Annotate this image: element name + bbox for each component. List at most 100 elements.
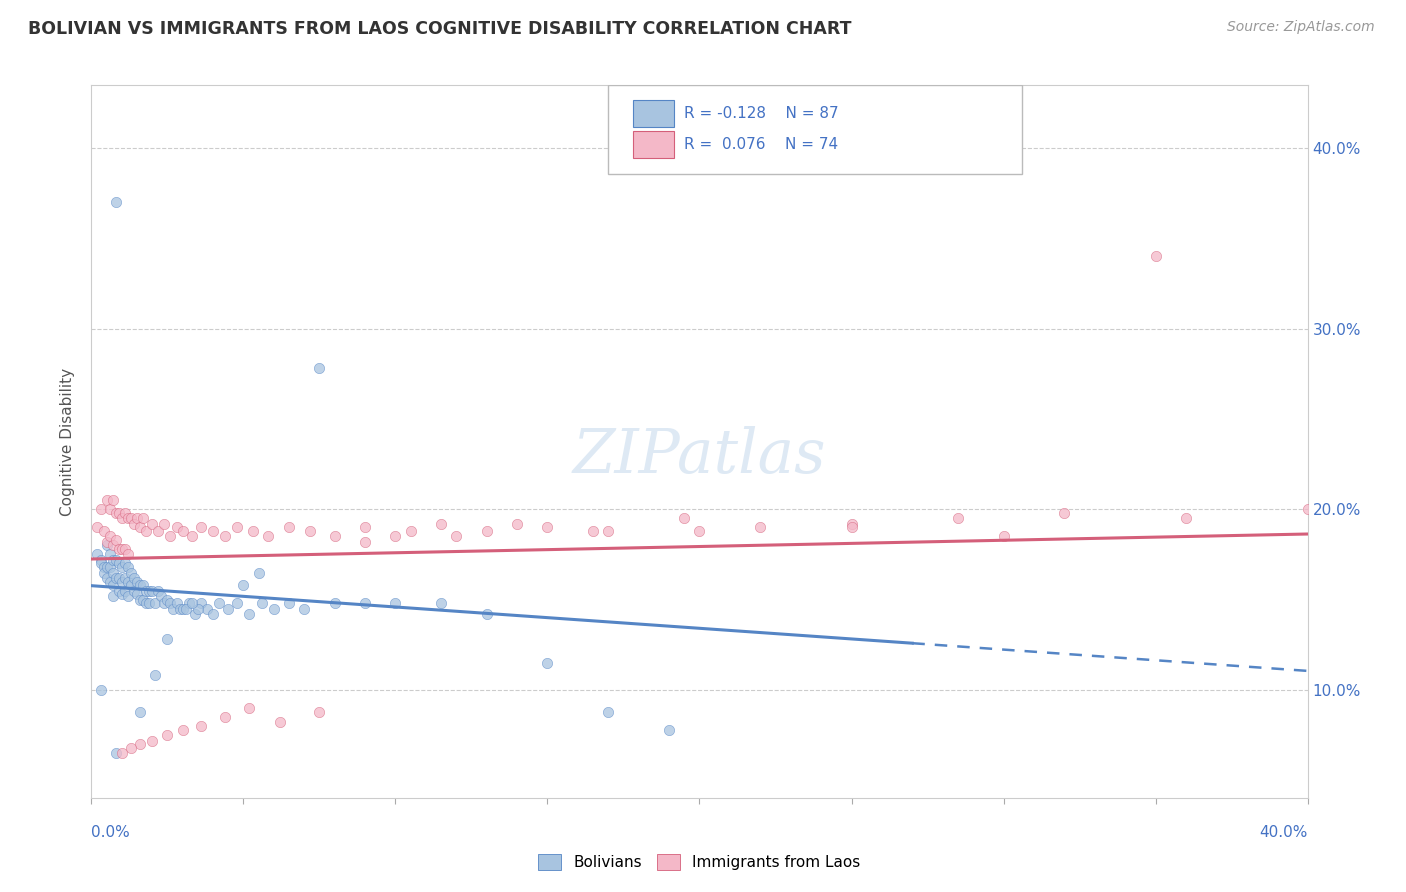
Y-axis label: Cognitive Disability: Cognitive Disability: [60, 368, 76, 516]
Point: [98, 548, 121, 562]
Point: [111, 560, 134, 574]
Point: [111, 511, 134, 525]
Point: [104, 571, 127, 585]
Point: [430, 596, 453, 610]
Legend: Bolivians, Immigrants from Laos: Bolivians, Immigrants from Laos: [531, 848, 868, 876]
Point: [177, 596, 200, 610]
Point: [673, 511, 696, 525]
Point: [180, 529, 202, 543]
Point: [153, 596, 176, 610]
Point: [120, 740, 142, 755]
Text: 0.0%: 0.0%: [91, 825, 131, 839]
Point: [354, 534, 377, 549]
Point: [148, 583, 170, 598]
Point: [129, 592, 152, 607]
Point: [122, 583, 145, 598]
Point: [89, 502, 111, 516]
Point: [384, 529, 406, 543]
Point: [354, 596, 377, 610]
Point: [217, 601, 239, 615]
Point: [114, 571, 136, 585]
Point: [308, 705, 330, 719]
Point: [122, 571, 145, 585]
Point: [172, 524, 194, 538]
Point: [141, 733, 163, 747]
Point: [841, 520, 863, 534]
Point: [159, 596, 181, 610]
Point: [226, 596, 249, 610]
Point: [98, 529, 121, 543]
Point: [749, 520, 772, 534]
Point: [172, 601, 194, 615]
Point: [143, 668, 166, 682]
Point: [132, 592, 155, 607]
Point: [98, 502, 121, 516]
Point: [475, 607, 498, 621]
Point: [101, 538, 124, 552]
Point: [536, 656, 558, 670]
Point: [129, 578, 152, 592]
Point: [132, 578, 155, 592]
Point: [190, 520, 212, 534]
Point: [122, 516, 145, 531]
Point: [247, 566, 270, 580]
Point: [120, 578, 142, 592]
Point: [104, 553, 127, 567]
Point: [250, 596, 273, 610]
Point: [150, 589, 173, 603]
Text: R =  0.076    N = 74: R = 0.076 N = 74: [683, 137, 838, 153]
Point: [598, 705, 620, 719]
Point: [141, 516, 163, 531]
Point: [120, 511, 142, 525]
Point: [1174, 511, 1197, 525]
Point: [104, 533, 127, 547]
Point: [111, 746, 134, 760]
Point: [104, 195, 127, 210]
Point: [232, 578, 254, 592]
Point: [156, 728, 179, 742]
Point: [308, 361, 330, 376]
Point: [187, 601, 209, 615]
Point: [117, 560, 139, 574]
FancyBboxPatch shape: [633, 131, 673, 158]
Point: [125, 574, 148, 589]
Point: [475, 524, 498, 538]
Point: [96, 560, 118, 574]
Text: Source: ZipAtlas.com: Source: ZipAtlas.com: [1227, 20, 1375, 34]
Point: [114, 506, 136, 520]
Point: [190, 596, 212, 610]
Point: [323, 596, 346, 610]
Point: [135, 524, 157, 538]
Point: [153, 516, 176, 531]
Text: R = -0.128    N = 87: R = -0.128 N = 87: [683, 106, 838, 121]
Point: [384, 596, 406, 610]
Point: [129, 705, 152, 719]
Point: [582, 524, 605, 538]
Point: [104, 746, 127, 760]
Point: [114, 542, 136, 557]
Point: [89, 682, 111, 697]
Point: [141, 583, 163, 598]
Point: [143, 596, 166, 610]
Point: [430, 516, 453, 531]
Point: [162, 601, 184, 615]
Point: [195, 601, 218, 615]
Point: [96, 493, 118, 508]
Point: [138, 596, 160, 610]
Point: [354, 520, 377, 534]
Point: [444, 529, 467, 543]
Point: [135, 583, 157, 598]
Point: [129, 737, 152, 751]
Point: [1144, 249, 1167, 263]
Point: [93, 524, 115, 538]
Point: [214, 529, 236, 543]
Point: [278, 520, 301, 534]
Point: [242, 524, 264, 538]
Point: [658, 723, 681, 737]
Point: [114, 557, 136, 571]
Point: [107, 571, 129, 585]
Point: [1053, 506, 1076, 520]
Point: [111, 587, 134, 601]
Point: [117, 589, 139, 603]
Point: [93, 566, 115, 580]
